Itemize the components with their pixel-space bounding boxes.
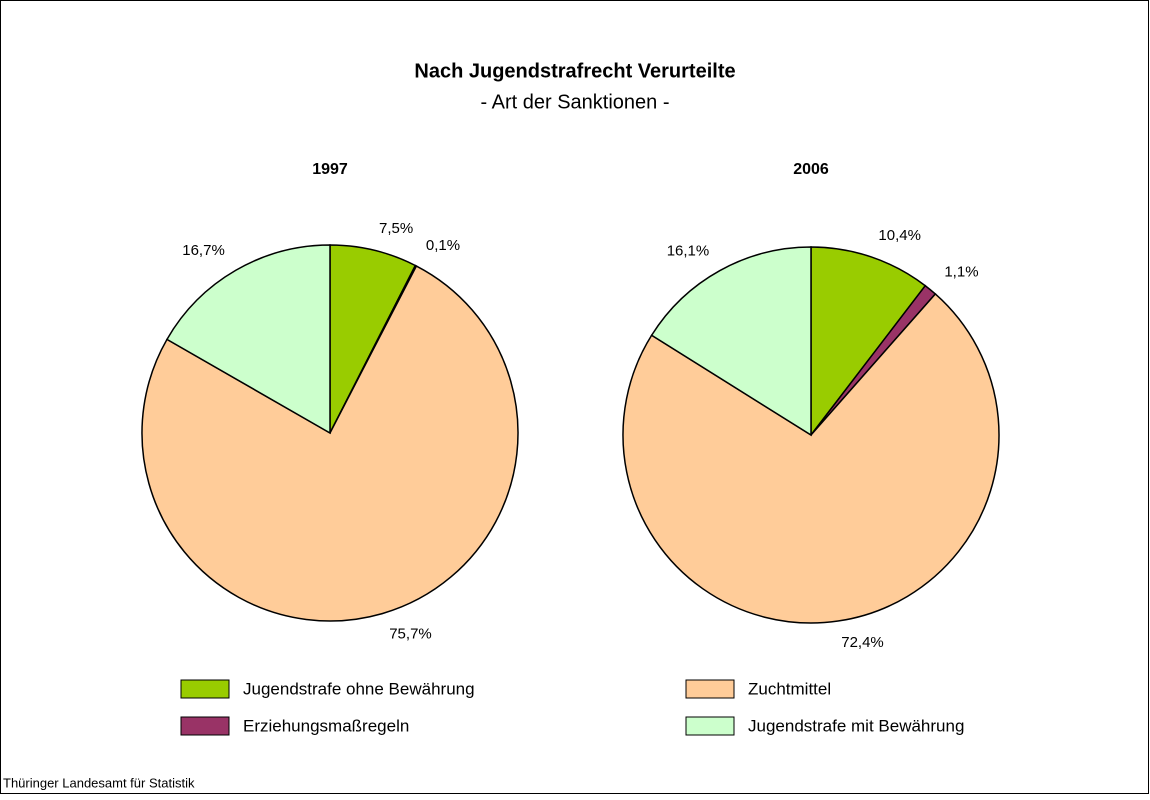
chart-title: Nach Jugendstrafrecht Verurteilte <box>414 60 735 82</box>
data-label: 1,1% <box>944 264 978 281</box>
pie-title: 1997 <box>312 161 348 178</box>
pie-slice <box>810 246 927 438</box>
legend-swatch <box>180 679 230 699</box>
data-label: 72,4% <box>841 634 884 651</box>
legend-label: Jugendstrafe ohne Bewährung <box>243 679 475 698</box>
data-label: 16,1% <box>667 242 710 259</box>
pie-title: 2006 <box>793 161 829 178</box>
data-label: 10,4% <box>878 227 921 244</box>
chart-subtitle: - Art der Sanktionen - <box>481 91 670 113</box>
data-label: 7,5% <box>379 220 413 237</box>
legend-label: Jugendstrafe mit Bewährung <box>748 716 964 735</box>
legend-swatch <box>685 716 735 736</box>
data-label: 75,7% <box>389 625 432 642</box>
source: Thüringer Landesamt für Statistik <box>3 775 195 790</box>
data-label: 16,7% <box>182 242 225 259</box>
data-label: 0,1% <box>426 237 460 254</box>
legend-swatch <box>180 716 230 736</box>
pie-slice <box>141 265 519 622</box>
legend-label: Zuchtmittel <box>748 679 831 698</box>
legend-swatch <box>685 679 735 699</box>
legend-label: Erziehungsmaßregeln <box>243 716 409 735</box>
pie-slice <box>165 244 331 435</box>
pie-slice <box>650 246 812 437</box>
